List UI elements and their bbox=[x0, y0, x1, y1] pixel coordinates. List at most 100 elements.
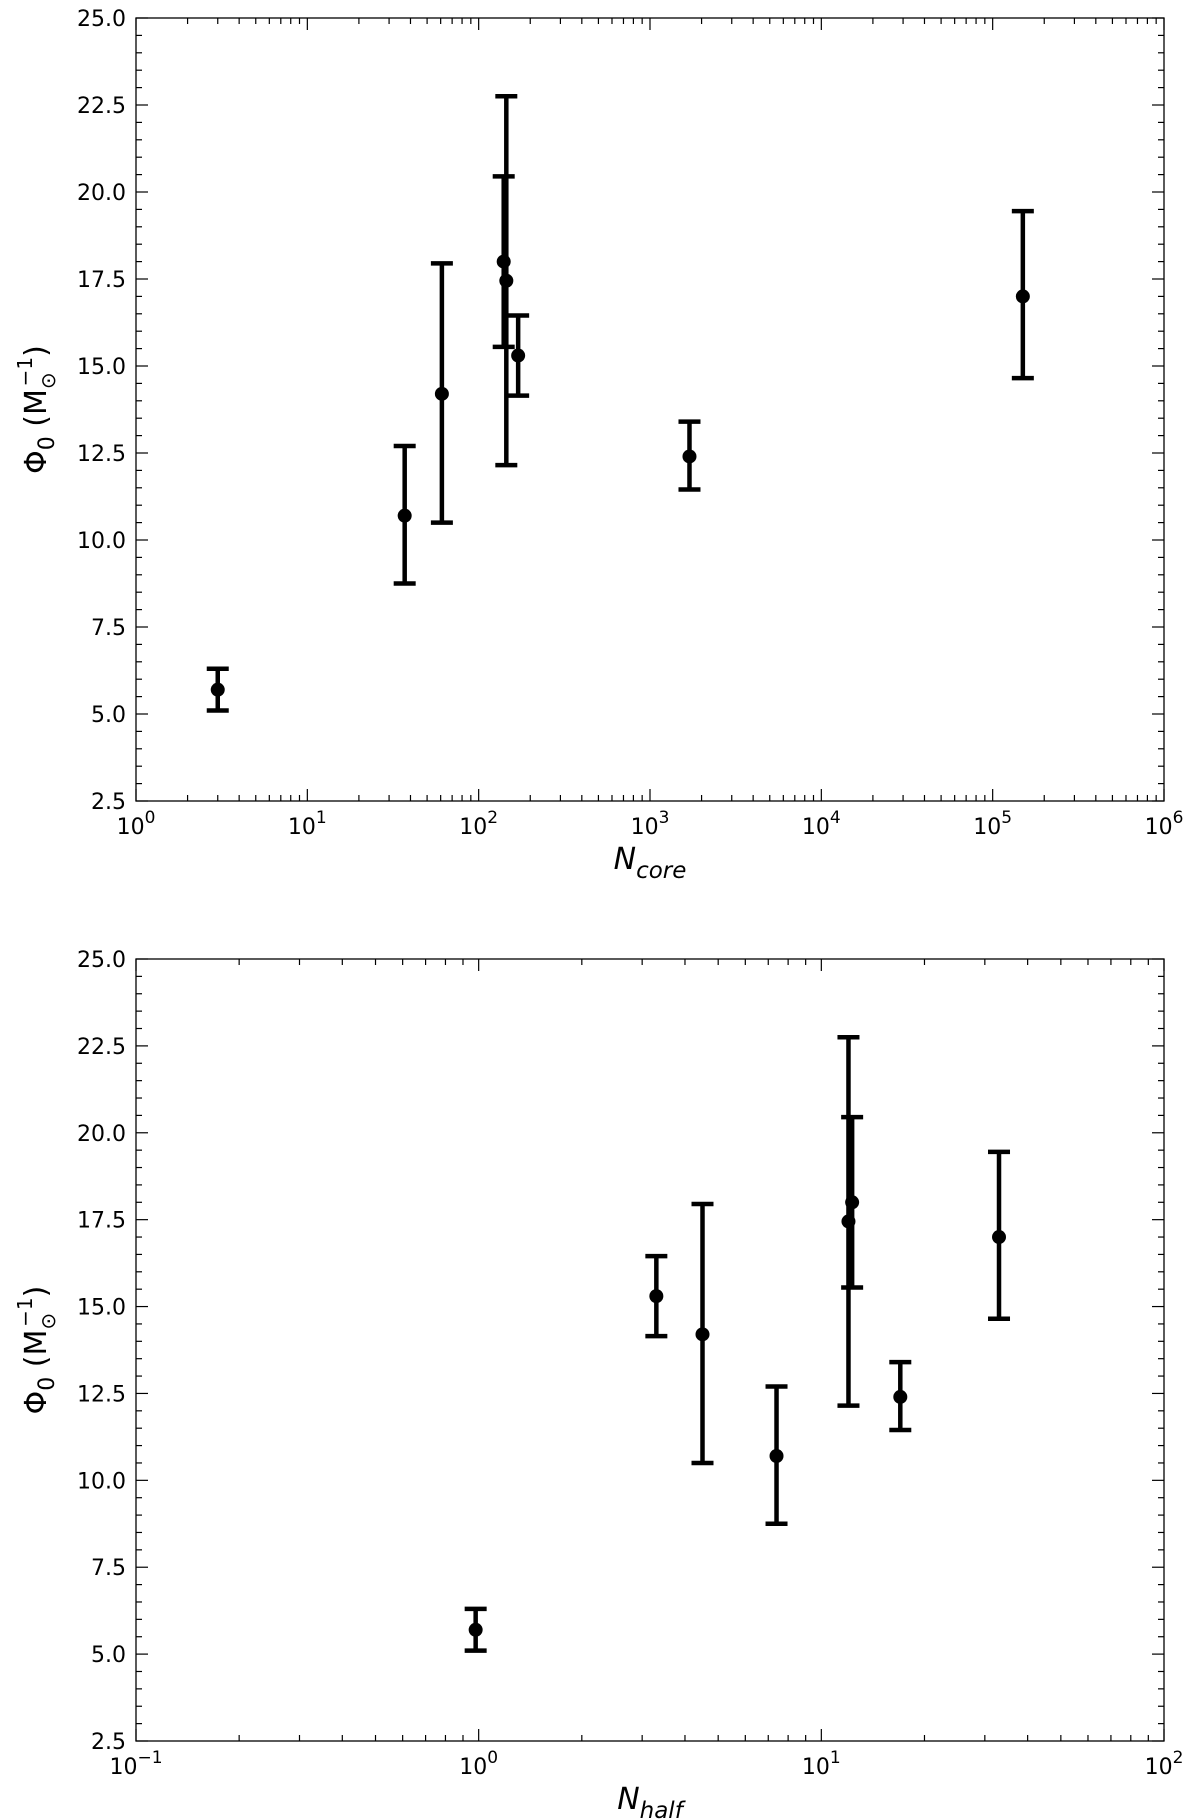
chart-panel-ncore: 2.55.07.510.012.515.017.520.022.525.0100… bbox=[13, 7, 1183, 884]
y-tick-label: 20.0 bbox=[77, 181, 126, 206]
data-point-group bbox=[841, 1114, 864, 1290]
y-axis-label-unit-subscript: ⊙ bbox=[36, 1313, 60, 1330]
y-tick-label: 25.0 bbox=[77, 7, 126, 32]
x-axis-label-subscript: core bbox=[636, 858, 686, 884]
data-point bbox=[769, 1449, 784, 1464]
data-point-group bbox=[889, 1359, 912, 1433]
x-tick-exponent: 2 bbox=[1173, 1748, 1184, 1768]
data-point-group bbox=[1011, 208, 1034, 381]
x-tick-exponent: 2 bbox=[487, 808, 498, 828]
y-axis-label-unit-superscript: −1 bbox=[13, 357, 37, 386]
y-axis-label-subscript: 0 bbox=[35, 1377, 60, 1391]
y-tick-label: 10.0 bbox=[77, 1469, 126, 1494]
x-tick-label: 105 bbox=[973, 808, 1012, 840]
y-axis-label: Φ0 (M⊙−1) bbox=[13, 345, 60, 474]
x-tick-exponent: 5 bbox=[1001, 808, 1012, 828]
data-point-group bbox=[492, 174, 515, 350]
x-tick-base: 10 bbox=[288, 815, 316, 840]
data-point-group bbox=[691, 1201, 714, 1466]
x-tick-base: 10 bbox=[1145, 815, 1173, 840]
data-point bbox=[499, 273, 514, 288]
x-axis-label-base: N bbox=[617, 1782, 639, 1817]
x-tick-label: 106 bbox=[1145, 808, 1184, 840]
x-tick-base: 10 bbox=[631, 815, 659, 840]
data-point-group bbox=[464, 1606, 487, 1653]
x-tick-label: 100 bbox=[117, 808, 156, 840]
y-tick-label: 5.0 bbox=[91, 703, 126, 728]
y-axis-label-base: Φ bbox=[19, 1391, 54, 1415]
data-point-group bbox=[393, 443, 416, 586]
x-tick-base: 10 bbox=[109, 1755, 137, 1780]
x-tick-label: 102 bbox=[459, 808, 498, 840]
y-tick-label: 7.5 bbox=[91, 616, 126, 641]
data-point bbox=[496, 254, 511, 269]
y-axis-label-close: ) bbox=[19, 1286, 54, 1298]
data-point bbox=[511, 348, 526, 363]
x-tick-base: 10 bbox=[1145, 1755, 1173, 1780]
x-axis-label: Ncore bbox=[614, 842, 687, 884]
y-tick-label: 2.5 bbox=[91, 1730, 126, 1755]
plot-frame bbox=[135, 958, 1165, 1742]
x-tick-exponent: 0 bbox=[145, 808, 156, 828]
x-axis-label-base: N bbox=[614, 842, 636, 877]
y-axis-label-unit-superscript: −1 bbox=[13, 1297, 37, 1326]
y-axis-label-unit-subscript: ⊙ bbox=[36, 372, 60, 389]
x-tick-base: 10 bbox=[802, 815, 830, 840]
x-tick-base: 10 bbox=[117, 815, 145, 840]
data-point bbox=[695, 1327, 710, 1342]
x-tick-label: 100 bbox=[459, 1748, 498, 1780]
data-point-group bbox=[837, 1034, 860, 1408]
data-point-group bbox=[507, 313, 530, 398]
x-tick-label: 101 bbox=[802, 1748, 841, 1780]
y-axis-label-unit: (M bbox=[19, 1330, 54, 1377]
y-tick-label: 20.0 bbox=[77, 1122, 126, 1147]
y-axis-label-unit: (M bbox=[19, 389, 54, 436]
y-tick-label: 10.0 bbox=[77, 529, 126, 554]
x-tick-label: 101 bbox=[288, 808, 327, 840]
y-axis-label-base: Φ bbox=[19, 450, 54, 474]
x-tick-base: 10 bbox=[973, 815, 1001, 840]
y-axis-label-close: ) bbox=[19, 345, 54, 357]
y-tick-label: 5.0 bbox=[91, 1643, 126, 1668]
y-tick-label: 17.5 bbox=[77, 268, 126, 293]
y-tick-label: 12.5 bbox=[77, 442, 126, 467]
data-point-group bbox=[495, 94, 518, 468]
data-point bbox=[682, 449, 697, 464]
x-tick-exponent: 1 bbox=[830, 1748, 841, 1768]
chart-panel-nhalf: 2.55.07.510.012.515.017.520.022.525.010−… bbox=[13, 948, 1183, 1820]
x-tick-base: 10 bbox=[459, 1755, 487, 1780]
y-tick-label: 22.5 bbox=[77, 94, 126, 119]
y-tick-label: 25.0 bbox=[77, 948, 126, 973]
y-tick-label: 22.5 bbox=[77, 1035, 126, 1060]
data-point bbox=[893, 1389, 908, 1404]
data-point-group bbox=[645, 1253, 668, 1339]
y-axis-label: Φ0 (M⊙−1) bbox=[13, 1286, 60, 1415]
y-tick-label: 17.5 bbox=[77, 1209, 126, 1234]
x-tick-base: 10 bbox=[459, 815, 487, 840]
x-tick-exponent: 3 bbox=[659, 808, 670, 828]
x-axis-label-subscript: half bbox=[640, 1798, 686, 1820]
y-tick-label: 12.5 bbox=[77, 1382, 126, 1407]
x-axis-label: Nhalf bbox=[617, 1782, 686, 1820]
plot-frame bbox=[135, 17, 1165, 802]
data-point-group bbox=[678, 419, 701, 492]
data-point-group bbox=[430, 261, 453, 525]
x-tick-exponent: −1 bbox=[137, 1748, 162, 1768]
x-tick-exponent: 4 bbox=[830, 808, 841, 828]
x-tick-label: 102 bbox=[1145, 1748, 1184, 1780]
data-point bbox=[1015, 289, 1030, 304]
data-point bbox=[434, 386, 449, 401]
y-tick-label: 2.5 bbox=[91, 790, 126, 815]
x-tick-label: 10−1 bbox=[109, 1748, 162, 1780]
data-point bbox=[992, 1230, 1007, 1245]
data-point-group bbox=[206, 666, 229, 713]
x-tick-exponent: 1 bbox=[316, 808, 327, 828]
data-point-group bbox=[988, 1149, 1011, 1321]
y-tick-label: 15.0 bbox=[77, 355, 126, 380]
y-tick-label: 7.5 bbox=[91, 1556, 126, 1581]
x-tick-label: 103 bbox=[631, 808, 670, 840]
x-tick-exponent: 0 bbox=[487, 1748, 498, 1768]
data-point bbox=[210, 682, 225, 697]
data-point bbox=[468, 1622, 483, 1637]
y-tick-label: 15.0 bbox=[77, 1296, 126, 1321]
